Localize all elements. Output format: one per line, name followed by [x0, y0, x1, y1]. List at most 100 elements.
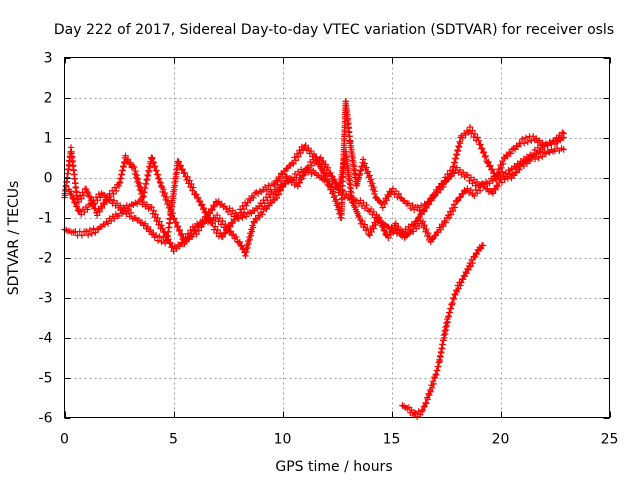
- data-point: [511, 146, 519, 153]
- data-point: [414, 204, 421, 211]
- data-point: [392, 220, 400, 227]
- data-point: [424, 201, 431, 208]
- x-tick-label: 5: [169, 432, 178, 448]
- data-point: [304, 164, 311, 171]
- data-point: [214, 226, 221, 234]
- data-point: [427, 388, 434, 395]
- data-point: [387, 189, 394, 197]
- data-point: [328, 172, 335, 180]
- data-point: [451, 204, 459, 211]
- data-point: [492, 176, 500, 184]
- data-point: [349, 198, 356, 206]
- data-point: [124, 156, 132, 163]
- data-point: [188, 180, 195, 188]
- data-point: [374, 195, 381, 203]
- data-point: [276, 184, 284, 192]
- data-point: [477, 141, 484, 148]
- data-point: [367, 176, 375, 183]
- data-point: [299, 172, 306, 180]
- data-point: [186, 233, 193, 240]
- data-point: [177, 162, 184, 169]
- data-point: [539, 153, 546, 160]
- data-point: [363, 201, 370, 209]
- data-point: [158, 222, 165, 229]
- data-point: [349, 150, 356, 158]
- data-point: [297, 149, 304, 157]
- data-point: [86, 226, 94, 234]
- data-point: [431, 192, 439, 199]
- data-point: [129, 163, 137, 170]
- data-point: [152, 231, 160, 239]
- data-point: [206, 216, 214, 223]
- data-point: [248, 228, 256, 235]
- data-point: [200, 204, 208, 212]
- data-point: [146, 164, 154, 171]
- data-point: [419, 218, 427, 225]
- data-point: [189, 187, 196, 194]
- data-point: [150, 207, 157, 214]
- data-point: [122, 152, 129, 159]
- data-point: [317, 154, 324, 161]
- data-point: [418, 408, 426, 415]
- data-point: [494, 182, 502, 190]
- data-point: [331, 192, 339, 199]
- data-point: [350, 158, 357, 166]
- data-point: [423, 201, 430, 209]
- data-point: [424, 229, 432, 237]
- data-point: [195, 227, 203, 234]
- data-point: [498, 164, 505, 172]
- data-point: [235, 212, 243, 220]
- data-point: [449, 207, 457, 215]
- data-point: [184, 173, 191, 181]
- data-point: [84, 189, 92, 197]
- data-point: [330, 176, 337, 183]
- data-point: [196, 197, 204, 205]
- data-point: [137, 183, 144, 191]
- data-point: [335, 204, 342, 211]
- data-point: [559, 129, 566, 136]
- data-point: [428, 236, 436, 243]
- data-point: [462, 131, 469, 139]
- data-point: [156, 233, 163, 240]
- data-point: [364, 224, 371, 232]
- data-point: [190, 184, 197, 191]
- data-point: [397, 226, 405, 234]
- data-point: [443, 177, 450, 184]
- data-point: [238, 209, 245, 216]
- data-point: [473, 250, 481, 258]
- data-point: [492, 186, 499, 193]
- data-point: [131, 163, 138, 171]
- data-point: [232, 233, 240, 241]
- data-point: [290, 160, 297, 168]
- data-point: [163, 193, 170, 201]
- data-point: [385, 234, 392, 242]
- data-point: [416, 207, 423, 215]
- data-point: [275, 191, 283, 198]
- data-point: [334, 200, 341, 207]
- data-point: [246, 236, 253, 243]
- data-point: [113, 187, 120, 195]
- data-point: [326, 180, 333, 187]
- data-point: [250, 194, 257, 201]
- data-point: [487, 162, 494, 169]
- data-point: [155, 221, 162, 228]
- data-point: [480, 148, 488, 156]
- data-point: [420, 403, 427, 411]
- data-point: [539, 139, 546, 146]
- data-point: [430, 380, 437, 388]
- y-tick-label: -6: [39, 411, 53, 427]
- data-point: [245, 195, 253, 203]
- data-point: [98, 204, 106, 212]
- data-point: [372, 221, 379, 229]
- data-point: [92, 229, 99, 236]
- data-point: [535, 154, 542, 162]
- data-point: [176, 226, 184, 234]
- data-point: [101, 201, 108, 208]
- y-tick-label: -1: [39, 211, 53, 227]
- data-point: [96, 208, 103, 215]
- data-point: [107, 196, 115, 203]
- data-point: [463, 127, 471, 135]
- data-point: [75, 207, 83, 214]
